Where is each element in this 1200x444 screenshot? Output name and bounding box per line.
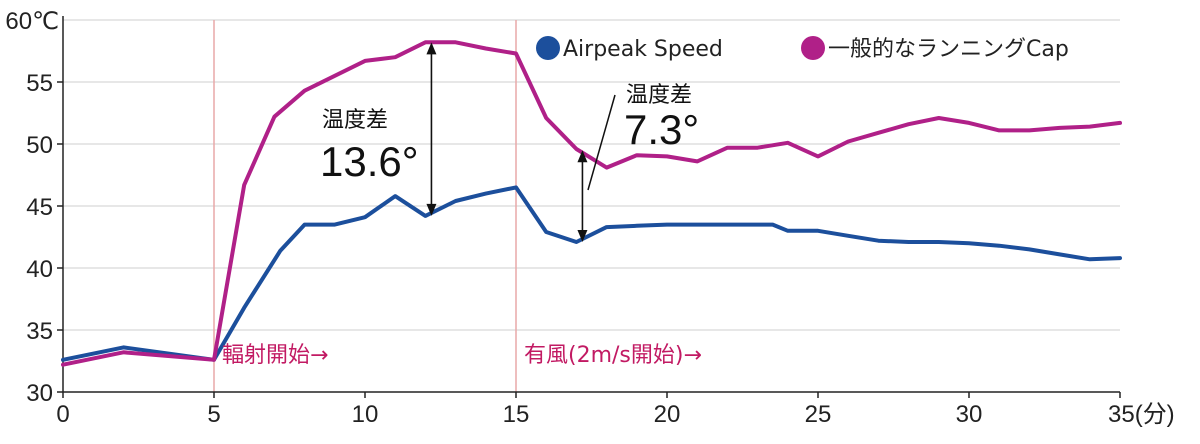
x-tick-label: 15 [503, 401, 530, 428]
annotation-1-label: 温度差 [322, 108, 388, 133]
x-tick-label: 5 [207, 401, 220, 428]
phase-label-radiation: 輻射開始→ [222, 343, 328, 368]
phase-label-wind: 有風(2m/s開始)→ [524, 343, 702, 368]
y-tick-label: 45 [26, 194, 53, 221]
annotation-2-arrow [577, 150, 587, 242]
y-axis-top-label: 60℃ [5, 8, 59, 35]
annotation-2-label: 温度差 [626, 83, 692, 108]
legend-label-airpeak: Airpeak Speed [563, 37, 723, 62]
x-axis-end-label: 35(分) [1108, 401, 1175, 428]
x-tick-label: 20 [654, 401, 681, 428]
y-tick-label: 40 [26, 256, 53, 283]
legend: Airpeak Speed 一般的なランニングCap [536, 36, 1069, 62]
y-tick-label: 50 [26, 132, 53, 159]
series-line-cap [63, 42, 1120, 364]
annotations: 温度差 13.6° 温度差 7.3° [320, 42, 699, 242]
legend-label-cap: 一般的なランニングCap [828, 37, 1069, 62]
x-tick-label: 0 [56, 401, 69, 428]
annotation-1-arrow [426, 42, 436, 216]
annotation-2-value: 7.3° [624, 106, 699, 153]
annotation-2-leader [588, 95, 615, 190]
x-tick-label: 30 [956, 401, 983, 428]
annotation-1-value: 13.6° [320, 138, 419, 185]
legend-marker-airpeak [536, 36, 560, 60]
y-tick-label: 55 [26, 70, 53, 97]
series-line-airpeak [63, 187, 1120, 359]
phase-labels: 輻射開始→ 有風(2m/s開始)→ [222, 343, 702, 368]
y-tick-label: 30 [26, 380, 53, 407]
y-tick-label: 35 [26, 318, 53, 345]
x-tick-label: 10 [352, 401, 379, 428]
x-tick-label: 25 [805, 401, 832, 428]
legend-marker-cap [801, 36, 825, 60]
series-lines [63, 42, 1120, 364]
